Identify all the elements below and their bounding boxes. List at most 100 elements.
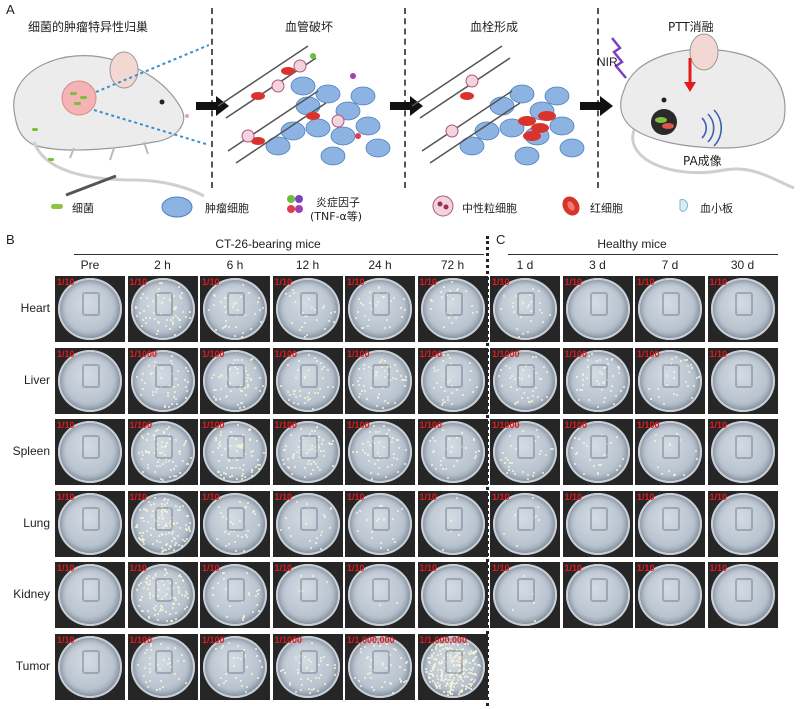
petri-dish: [203, 492, 267, 555]
colony: [185, 386, 188, 389]
colony: [178, 450, 181, 453]
colony: [241, 402, 243, 405]
colony: [257, 459, 260, 462]
colony: [139, 599, 142, 602]
colony: [462, 661, 465, 664]
colony: [243, 453, 246, 456]
colony: [529, 294, 532, 297]
colony: [228, 367, 231, 370]
colony: [597, 463, 600, 466]
colony: [312, 468, 315, 471]
colony: [147, 616, 150, 619]
colony: [446, 476, 449, 479]
colony: [394, 402, 397, 405]
colony: [219, 374, 222, 377]
colony: [239, 520, 242, 523]
stage-divider-2: [404, 8, 406, 188]
colony: [164, 524, 167, 527]
colony: [404, 669, 407, 672]
dilution-label: 1/100: [202, 420, 225, 430]
legend-neutrophil: 中性粒细胞: [462, 202, 517, 215]
legend-bacteria: 细菌: [72, 202, 94, 215]
colony: [386, 642, 389, 645]
colony: [511, 306, 514, 309]
colony: [186, 593, 189, 596]
colony: [448, 653, 451, 656]
colony: [212, 451, 214, 454]
colony: [321, 531, 324, 534]
dilution-label: 1/10: [637, 563, 655, 573]
colony: [510, 386, 513, 389]
group-rule-ct26: [74, 254, 484, 255]
colony: [392, 457, 395, 460]
colony: [153, 317, 156, 320]
colony: [390, 300, 393, 303]
colony-dish: 1/10: [635, 562, 705, 628]
colony: [506, 459, 509, 462]
colony: [354, 676, 357, 679]
colony: [352, 451, 355, 454]
colony: [468, 361, 471, 364]
colony: [219, 431, 222, 434]
colony-dish: 1/10: [490, 562, 560, 628]
arrow-icon: [390, 96, 423, 116]
colony: [368, 302, 371, 305]
colony: [155, 539, 158, 542]
colony: [325, 581, 328, 584]
colony: [433, 651, 436, 654]
petri-dish: [710, 349, 775, 412]
colony: [240, 680, 243, 683]
colony: [179, 574, 182, 577]
colony: [428, 677, 431, 680]
colony: [160, 609, 163, 612]
colony: [428, 661, 431, 664]
colony: [238, 501, 241, 504]
colony: [172, 307, 175, 310]
colony: [457, 672, 460, 675]
colony: [389, 654, 392, 657]
colony: [458, 675, 461, 678]
colony: [302, 435, 305, 438]
colony: [453, 656, 456, 659]
colony: [448, 316, 451, 319]
colony: [168, 522, 171, 525]
colony: [361, 327, 364, 330]
colony: [360, 648, 363, 651]
colony: [309, 660, 312, 663]
colony: [394, 648, 397, 651]
dilution-label: 1/10: [709, 420, 728, 430]
colony: [362, 304, 365, 307]
colony: [157, 595, 160, 598]
colony: [187, 528, 190, 531]
colony: [296, 672, 299, 675]
colony-dish: 1/10: [490, 276, 560, 342]
colony: [213, 374, 216, 377]
colony: [172, 603, 175, 606]
colony-dish: 1/10: [635, 490, 705, 557]
colony: [438, 684, 441, 687]
colony: [378, 455, 381, 458]
colony: [430, 463, 433, 466]
colony: [156, 333, 159, 336]
colony: [154, 614, 157, 616]
colony: [362, 442, 365, 445]
colony: [515, 294, 518, 297]
colony: [304, 475, 307, 478]
dilution-label: 1/100: [637, 348, 660, 359]
colony: [291, 473, 294, 476]
petri-dish: [420, 421, 485, 483]
colony: [149, 649, 152, 652]
colony: [534, 620, 537, 623]
colony: [214, 389, 217, 392]
colony-dish: 1/10: [200, 490, 270, 557]
colony: [606, 363, 609, 366]
colony: [473, 457, 476, 460]
colony: [471, 666, 474, 669]
colony: [396, 458, 399, 461]
colony: [311, 448, 314, 451]
colony: [172, 467, 175, 470]
colony: [400, 680, 403, 683]
colony: [232, 386, 235, 389]
colony: [178, 506, 181, 509]
colony: [452, 672, 455, 675]
